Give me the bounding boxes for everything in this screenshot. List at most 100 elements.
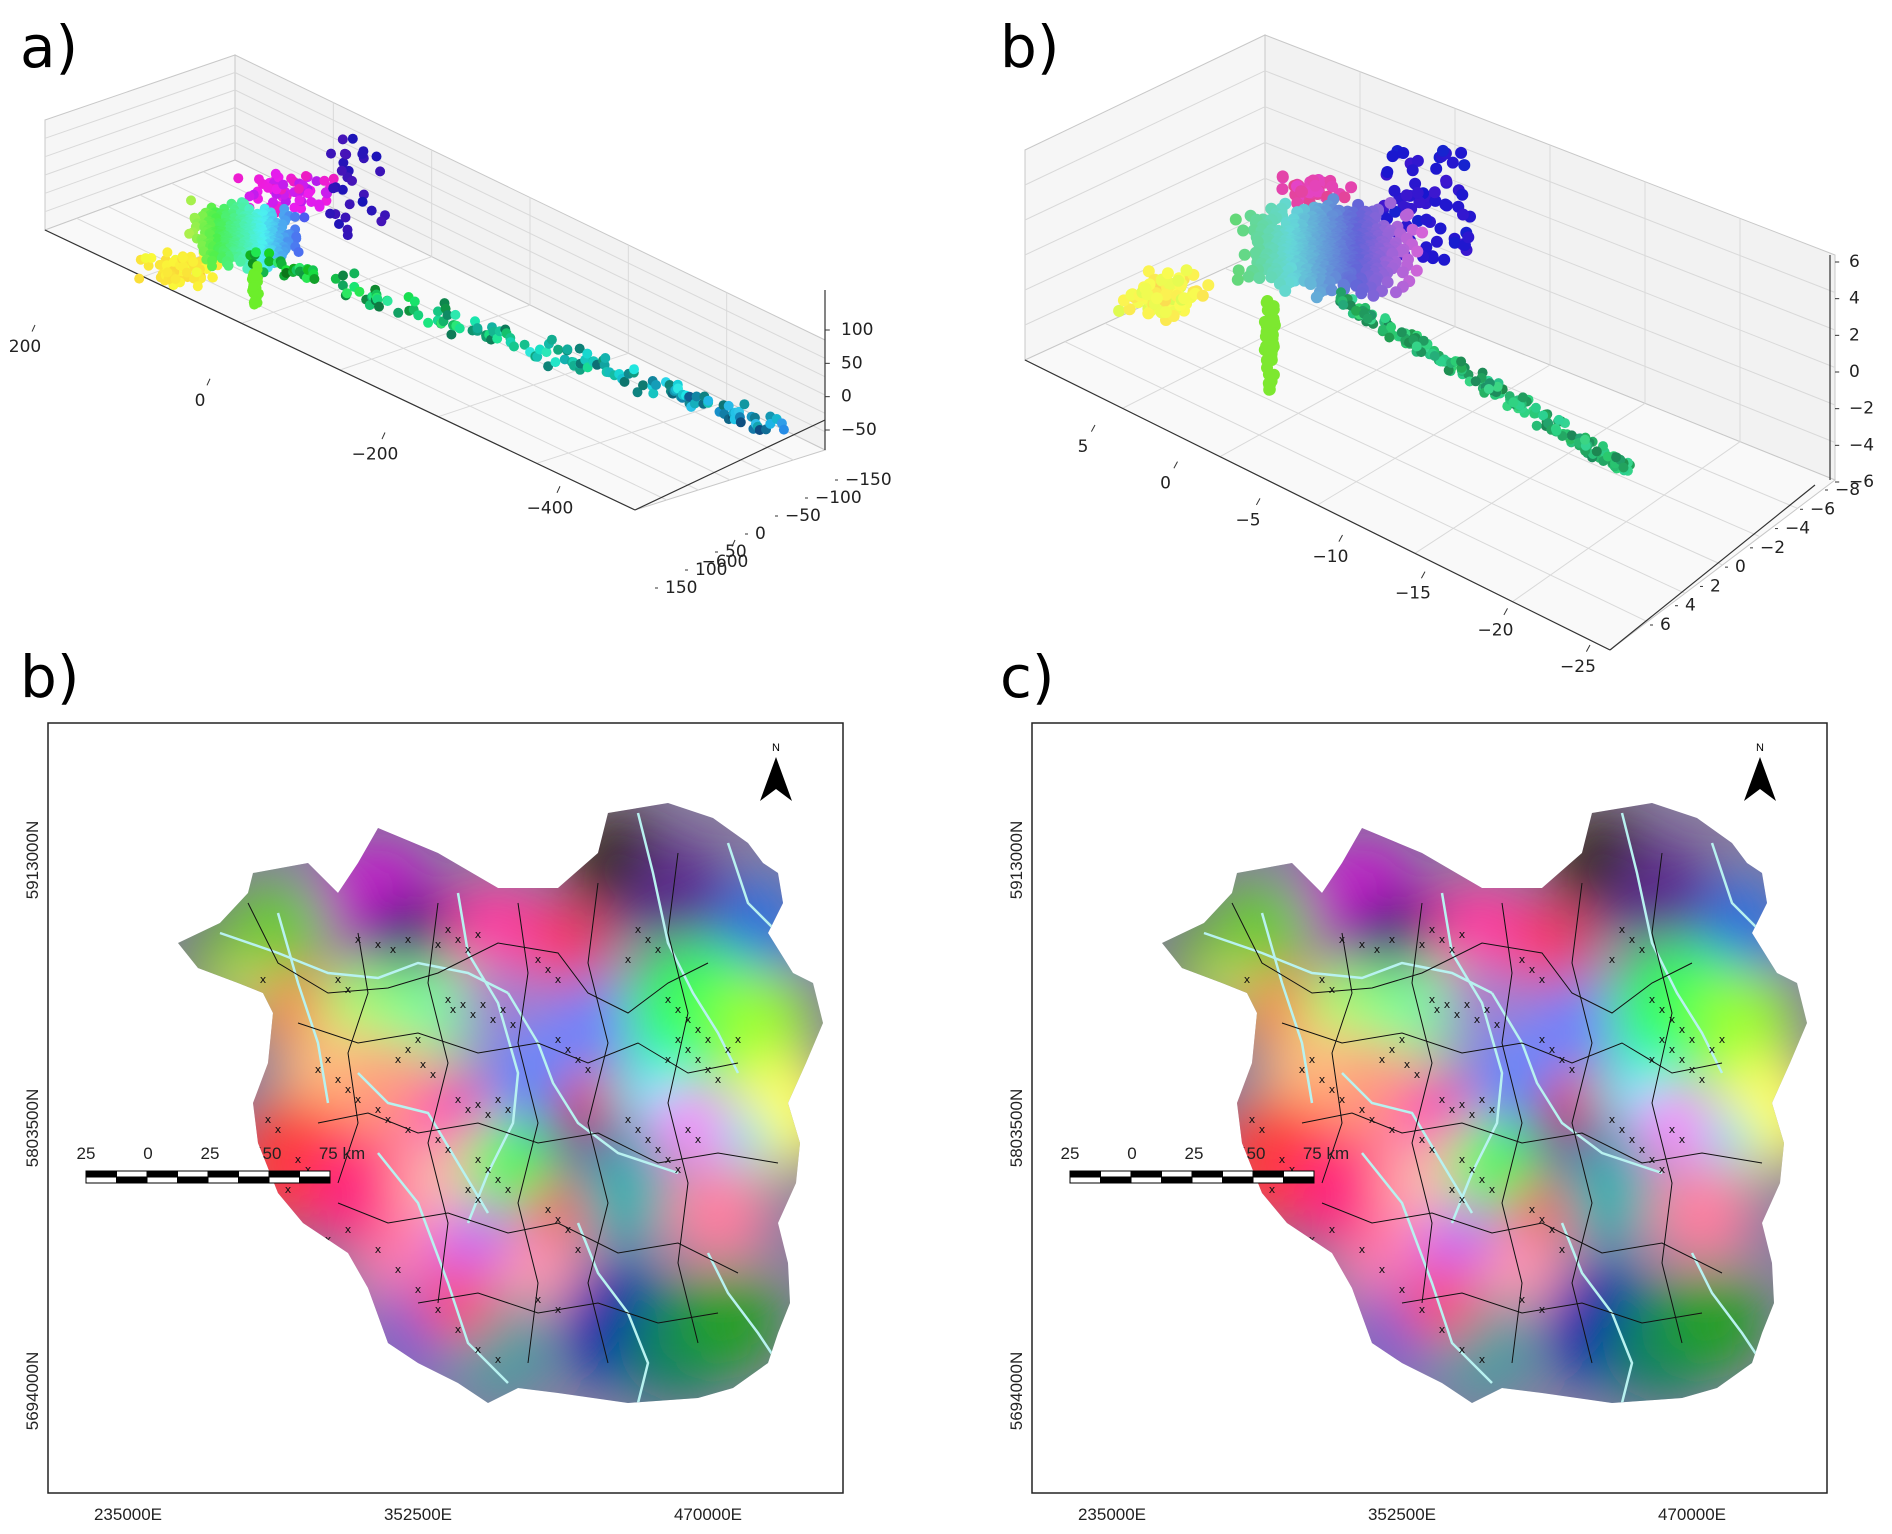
panel-a-point: [347, 133, 358, 144]
panel-a-point: [550, 357, 561, 368]
map-b-sample-mark: x: [685, 1013, 692, 1026]
map-c-sample-mark: x: [1669, 1043, 1676, 1056]
map-c-river: [1341, 1072, 1474, 1214]
panel-b-point: [1508, 397, 1519, 408]
panel-a-x-tick-label: −400: [527, 498, 574, 518]
panel-a-point: [382, 296, 393, 306]
map-b-sample-mark: x: [420, 1058, 427, 1071]
panel-b-point: [1384, 197, 1397, 209]
panel-b-y-axis-line: [1609, 484, 1816, 651]
map-b-scale-segment: [146, 1176, 178, 1184]
map-b-sample-mark: x: [465, 943, 472, 956]
map-c-admin-border: [1321, 932, 1353, 1184]
map-b-admin-border: [667, 852, 699, 1344]
map-c-sample-mark: x: [1679, 1053, 1686, 1066]
map-c-sample-mark: x: [1419, 938, 1426, 951]
panel-b-point: [1351, 305, 1361, 316]
panel-a-x-tick-label: 0: [195, 391, 206, 411]
panel-a-point: [207, 261, 217, 272]
panel-a-point: [321, 195, 332, 206]
map-c-sample-mark: x: [1479, 1173, 1486, 1186]
map-c-scale-segment: [1252, 1176, 1284, 1184]
panel-a-point: [328, 183, 339, 194]
panel-a-point: [374, 301, 384, 312]
panel-b-point: [1386, 322, 1397, 332]
map-c-sample-mark: x: [1529, 1203, 1536, 1216]
panel-a-y-tick-label: 50: [725, 542, 747, 562]
map-c-sample-mark: x: [1414, 1068, 1421, 1081]
panel-a-point: [235, 256, 246, 267]
panel-a-point: [143, 260, 154, 271]
panel-b-point: [1396, 266, 1409, 279]
panel-b-point: [1202, 279, 1215, 292]
panel-a-point: [251, 247, 261, 258]
map-b-river: [219, 931, 509, 995]
panel-b-point: [1336, 287, 1346, 298]
map-b-sample-mark: x: [265, 1113, 272, 1126]
panel-b-point: [1440, 174, 1453, 187]
map-b-sample-mark: x: [405, 1123, 412, 1136]
panel-b-point: [1266, 344, 1278, 357]
map-c-sample-mark: x: [1399, 1033, 1406, 1046]
map-c-color-cell: [1536, 977, 1628, 1069]
map-b-sample-mark: x: [645, 933, 652, 946]
panel-b-point: [1232, 264, 1245, 277]
panel-b-point: [1389, 205, 1402, 218]
panel-a-point: [207, 272, 218, 283]
map-b-scale-segment: [177, 1170, 209, 1178]
panel-a-x-tick-label: −600: [702, 552, 749, 572]
panel-a-z-tick-label: −50: [841, 420, 877, 440]
panel-a-z-tick-label: 50: [841, 353, 863, 373]
panel-a-point: [313, 199, 324, 210]
map-b-sample-mark: x: [555, 973, 562, 986]
panel-a-point: [264, 248, 275, 259]
map-b-sample-mark: x: [375, 938, 382, 951]
panel-a-point: [735, 417, 746, 428]
panel-b-point: [1462, 231, 1475, 244]
map-c-sample-mark: x: [1609, 1113, 1616, 1126]
panel-b-point: [1180, 264, 1193, 277]
panel-b-y-tick-label: 6: [1660, 615, 1671, 635]
map-c-sample-mark: x: [1489, 1103, 1496, 1116]
map-b-admin-border: [517, 902, 539, 1364]
panel-a-point: [357, 196, 368, 207]
map-c-northing-label: 5694000N: [1007, 1352, 1026, 1430]
map-c-sample-mark: x: [1479, 1093, 1486, 1106]
map-b-sample-mark: x: [575, 1243, 582, 1256]
map-b-color-cell: [706, 971, 810, 1075]
panel-b-z-tick-label: 6: [1849, 252, 1860, 272]
panel-b-point: [1446, 156, 1459, 169]
panel-a-point: [319, 175, 330, 186]
map-c-sample-mark: x: [1559, 1243, 1566, 1256]
map-b-sample-mark: x: [295, 1153, 302, 1166]
map-c-sample-mark: x: [1469, 1163, 1476, 1176]
panel-label-b-top: b): [1000, 13, 1060, 81]
panel-a-y-tick-label: 100: [695, 560, 727, 580]
map-b-scale-segment: [268, 1176, 300, 1184]
panel-a-point: [186, 195, 196, 206]
map-b-color-cell: [552, 977, 644, 1069]
map-b-sample-mark: x: [675, 1163, 682, 1176]
panel-b-point: [1326, 180, 1339, 193]
map-c-sample-mark: x: [1649, 993, 1656, 1006]
panel-a-point: [454, 323, 465, 334]
panel-a-point: [294, 195, 305, 206]
map-b-sample-mark: x: [325, 1053, 332, 1066]
map-c-sample-mark: x: [1649, 1153, 1656, 1166]
map-b-sample-mark: x: [535, 1293, 542, 1306]
map-b-sample-mark: x: [685, 1043, 692, 1056]
panel-b-point: [1304, 278, 1317, 290]
panel-a-point: [339, 148, 350, 159]
panel-a-point: [254, 174, 264, 185]
map-b-sample-mark: x: [475, 1098, 482, 1111]
map-c-sample-mark: x: [1709, 1043, 1716, 1056]
map-b-sample-mark: x: [625, 1113, 632, 1126]
map-c-color-cell: [1690, 971, 1794, 1075]
panel-b-point: [1531, 420, 1542, 431]
panel-b-point: [1123, 303, 1136, 316]
map-c-scale-segment: [1100, 1176, 1132, 1184]
map-c-admin-border: [1321, 1202, 1723, 1274]
map-c-sample-mark: x: [1539, 1303, 1546, 1316]
panel-b-y-tick-label: 0: [1735, 557, 1746, 577]
panel-b-point: [1242, 270, 1255, 283]
